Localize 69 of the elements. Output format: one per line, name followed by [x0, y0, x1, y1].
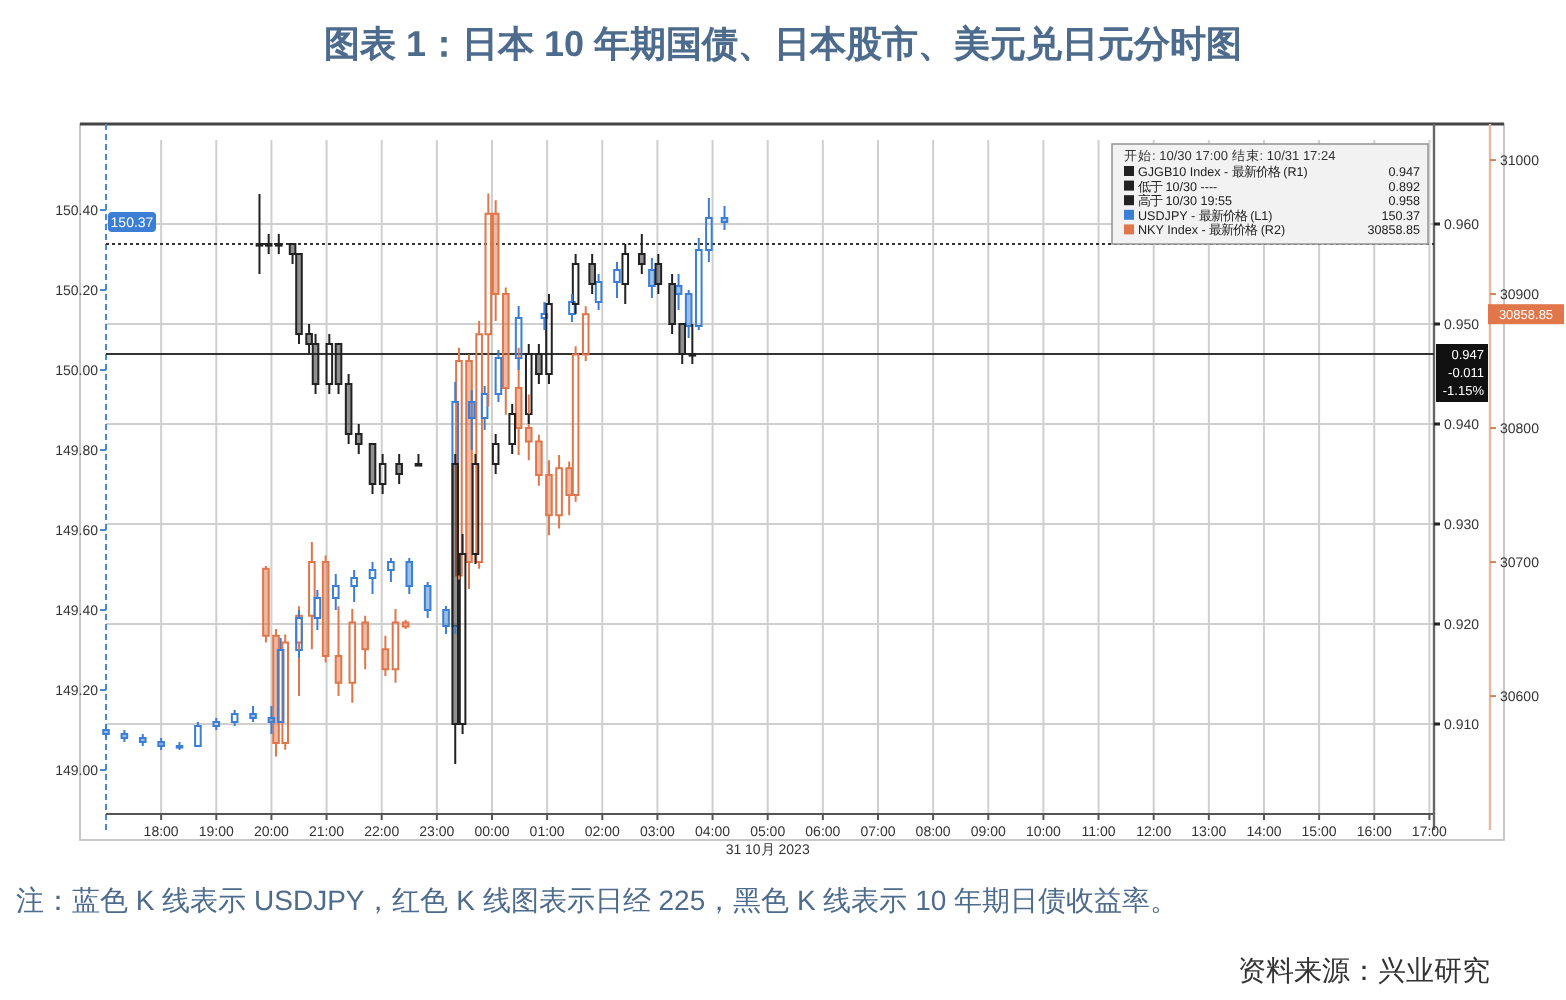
- candlestick: [387, 557, 395, 583]
- candlestick: [138, 733, 147, 747]
- candlestick: [305, 323, 313, 355]
- candlestick: [350, 569, 358, 603]
- candlestick: [571, 253, 580, 315]
- candlestick: [491, 433, 500, 475]
- candlestick: [467, 389, 476, 451]
- candlestick: [638, 233, 646, 275]
- candlestick: [334, 343, 343, 395]
- candlestick: [423, 581, 432, 619]
- candlestick: [442, 605, 450, 635]
- candlestick: [325, 333, 334, 395]
- candlestick: [494, 349, 503, 403]
- candlestick: [120, 729, 129, 743]
- candlestick: [361, 614, 369, 671]
- candlestick: [194, 721, 202, 747]
- candlestick: [281, 633, 290, 751]
- candlestick: [545, 459, 553, 537]
- candlestick: [267, 705, 276, 735]
- candlestick: [311, 333, 320, 395]
- candlestick: [344, 373, 353, 445]
- candlestick: [501, 286, 510, 416]
- text: 注：蓝色 K 线表示 USDJPY，红色 K 线图表示日经 225，黑色 K 线表示 10 年期日债收益率。: [16, 884, 1179, 916]
- candlestick: [405, 557, 414, 595]
- candlestick: [157, 737, 165, 751]
- candlestick: [331, 573, 340, 611]
- candlestick: [395, 453, 403, 485]
- candlestick: [321, 554, 330, 664]
- candlestick: [555, 453, 563, 530]
- candlestick: [249, 705, 257, 723]
- candlestick: [401, 618, 410, 631]
- candlestick: [471, 453, 480, 565]
- candlestick: [276, 637, 285, 723]
- candlestick: [274, 233, 283, 255]
- candlestick: [313, 589, 322, 631]
- candlestick: [102, 725, 110, 739]
- candlestick: [262, 565, 270, 644]
- candlestick: [668, 273, 676, 335]
- candlestick: [288, 243, 297, 265]
- candlestick: [688, 323, 697, 365]
- candlestick: [381, 634, 390, 677]
- candlestick: [720, 205, 729, 231]
- candlestick: [368, 443, 377, 495]
- candlestick: [480, 385, 489, 431]
- candlestick: [264, 233, 273, 255]
- candlestick: [414, 453, 423, 467]
- candlestick: [594, 273, 603, 311]
- candlestick: [175, 741, 184, 751]
- candlestick: [391, 607, 400, 684]
- candlestick: [508, 403, 517, 455]
- candlestick: [568, 293, 576, 323]
- candlestick: [295, 253, 303, 345]
- text: 资料来源：兴业研究: [1238, 954, 1490, 986]
- candlestick: [308, 540, 316, 651]
- candlestick: [378, 453, 387, 495]
- chart-title: 图表 1：日本 10 年期国债、日本股市、美元兑日元分时图: [323, 24, 1243, 64]
- candlestick: [348, 607, 357, 704]
- candlestick: [230, 709, 239, 727]
- candlestick: [540, 301, 549, 331]
- candlestick: [613, 261, 621, 299]
- candlestick: [354, 423, 363, 455]
- candlestick: [255, 193, 264, 275]
- candlestick: [212, 717, 221, 731]
- candlestick: [535, 343, 543, 385]
- candlestick: [368, 561, 377, 595]
- candlestick: [535, 433, 543, 487]
- candlestick: [588, 253, 596, 295]
- candlestick: [458, 533, 467, 735]
- candlestick: [678, 323, 687, 365]
